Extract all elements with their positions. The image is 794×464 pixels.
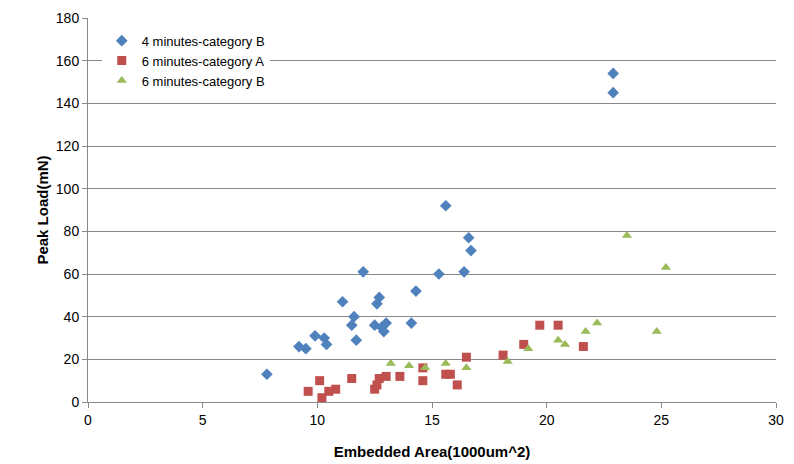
svg-text:60: 60 bbox=[64, 266, 80, 282]
svg-text:Peak Load(mN): Peak Load(mN) bbox=[34, 155, 51, 264]
svg-text:20: 20 bbox=[539, 412, 555, 428]
svg-text:0: 0 bbox=[71, 394, 79, 410]
svg-text:100: 100 bbox=[56, 181, 80, 197]
svg-text:120: 120 bbox=[56, 138, 80, 154]
svg-text:15: 15 bbox=[424, 412, 440, 428]
svg-text:140: 140 bbox=[56, 95, 80, 111]
svg-text:6 minutes-category B: 6 minutes-category B bbox=[142, 74, 265, 89]
svg-text:5: 5 bbox=[199, 412, 207, 428]
svg-text:30: 30 bbox=[768, 412, 784, 428]
svg-text:10: 10 bbox=[310, 412, 326, 428]
svg-text:25: 25 bbox=[654, 412, 670, 428]
svg-text:0: 0 bbox=[84, 412, 92, 428]
svg-text:6 minutes-category A: 6 minutes-category A bbox=[142, 54, 264, 69]
svg-text:80: 80 bbox=[64, 223, 80, 239]
svg-text:180: 180 bbox=[56, 10, 80, 26]
svg-text:Embedded Area(1000um^2): Embedded Area(1000um^2) bbox=[334, 443, 531, 460]
svg-text:4 minutes-category B: 4 minutes-category B bbox=[142, 34, 265, 49]
svg-text:20: 20 bbox=[64, 351, 80, 367]
svg-text:40: 40 bbox=[64, 309, 80, 325]
svg-text:160: 160 bbox=[56, 53, 80, 69]
